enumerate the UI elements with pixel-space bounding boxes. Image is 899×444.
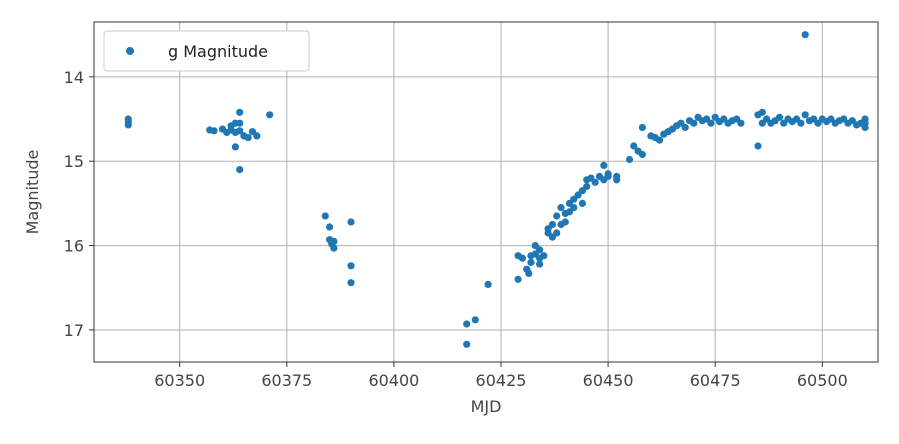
data-point: [737, 119, 745, 127]
data-point: [514, 275, 522, 283]
data-point: [591, 178, 599, 186]
legend-box: [103, 30, 310, 72]
data-point: [625, 155, 634, 164]
data-point: [463, 340, 471, 348]
data-point: [681, 123, 689, 132]
data-point: [775, 113, 784, 121]
data-point: [347, 279, 355, 287]
data-point: [690, 119, 698, 127]
data-point: [244, 134, 252, 142]
x-tick-label: 60500: [797, 371, 848, 390]
x-tick-label: 60425: [476, 371, 527, 390]
data-points: [124, 31, 869, 348]
data-point: [236, 166, 244, 174]
plot-frame: [93, 21, 879, 363]
y-tick-label: 17: [64, 321, 84, 340]
data-point: [561, 218, 569, 226]
y-tick-label: 14: [64, 68, 84, 87]
legend-marker: [126, 47, 134, 55]
data-point: [236, 127, 244, 135]
data-point: [266, 111, 274, 119]
data-point: [630, 142, 638, 150]
data-point: [347, 218, 355, 226]
data-point: [548, 220, 557, 229]
data-point: [604, 172, 612, 180]
data-point: [638, 123, 647, 132]
data-point: [638, 150, 647, 159]
data-point: [536, 260, 544, 268]
x-tick-label: 60350: [154, 371, 205, 390]
data-point: [861, 123, 869, 132]
data-point: [613, 176, 621, 184]
data-point: [236, 119, 244, 127]
x-tick-label: 60400: [368, 371, 419, 390]
data-point: [600, 161, 608, 169]
data-point: [231, 143, 239, 151]
data-point: [553, 229, 561, 237]
data-point: [253, 132, 261, 140]
data-point: [321, 212, 329, 220]
y-tick-label: 15: [64, 152, 84, 171]
data-point: [124, 121, 132, 129]
data-point: [330, 244, 338, 252]
data-point: [570, 204, 578, 212]
x-axis-label: MJD: [471, 397, 502, 416]
data-point: [330, 237, 338, 245]
data-point: [557, 204, 565, 212]
axis-ticks: 60350 60375 60400 60425 60450 60475 60500 14 15 1…: [64, 68, 848, 390]
data-point: [347, 262, 355, 270]
data-point: [536, 246, 544, 254]
data-point: [471, 316, 479, 324]
data-point: [583, 182, 591, 191]
grid-lines: [94, 22, 878, 362]
data-point: [553, 212, 561, 220]
data-point: [797, 119, 805, 127]
x-tick-label: 60375: [261, 371, 312, 390]
data-point: [236, 108, 244, 116]
legend-series-label: g Magnitude: [168, 42, 268, 61]
data-point: [518, 254, 527, 262]
data-point: [527, 258, 535, 266]
data-point: [758, 108, 766, 116]
x-tick-label: 60450: [583, 371, 634, 390]
data-point: [655, 136, 664, 144]
y-tick-label: 16: [64, 237, 84, 256]
data-point: [210, 127, 218, 135]
data-point: [525, 269, 533, 277]
data-point: [540, 252, 548, 260]
data-point: [707, 119, 715, 127]
y-axis-label: Magnitude: [23, 150, 42, 235]
data-point: [484, 280, 492, 288]
data-point: [754, 142, 762, 150]
x-tick-label: 60475: [690, 371, 741, 390]
data-point: [801, 31, 809, 39]
data-point: [801, 111, 809, 119]
legend: g Magnitude: [103, 30, 310, 72]
data-point: [578, 199, 587, 207]
data-point: [463, 320, 471, 328]
data-point: [326, 223, 334, 231]
